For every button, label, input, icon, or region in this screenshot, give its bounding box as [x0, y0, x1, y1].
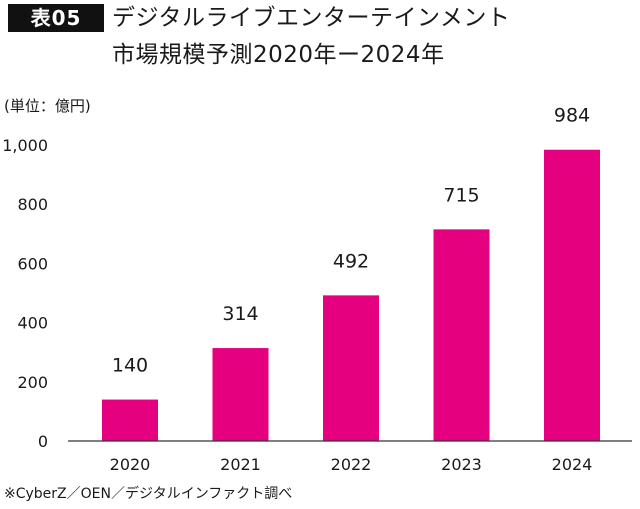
bar-2024	[544, 149, 600, 441]
value-label: 715	[443, 184, 479, 206]
bar-2021	[212, 348, 269, 441]
bar-2023	[433, 229, 490, 441]
y-tick-label: 1,000	[2, 136, 48, 155]
chart-title-line-2: 市場規模予測2020年ー2024年	[112, 42, 445, 68]
bar-2020	[102, 399, 158, 441]
y-tick-label: 200	[17, 373, 48, 392]
x-tick-label: 2024	[552, 455, 593, 474]
bar-2022	[323, 295, 379, 441]
value-label: 492	[333, 250, 369, 272]
x-tick-label: 2020	[110, 455, 151, 474]
value-label: 140	[112, 355, 148, 377]
x-tick-label: 2021	[220, 455, 261, 474]
value-label: 984	[554, 105, 590, 127]
y-tick-label: 400	[17, 314, 48, 333]
y-tick-label: 0	[38, 432, 48, 451]
value-label: 314	[222, 303, 258, 325]
chart-title-line-1: デジタルライブエンターテインメント	[112, 5, 511, 31]
unit-label: (単位：億円)	[4, 97, 91, 115]
source-note: ※CyberZ／OEN／デジタルインファクト調べ	[4, 486, 293, 502]
x-tick-label: 2022	[331, 455, 372, 474]
y-tick-label: 800	[17, 195, 48, 214]
figure-number-badge: 表05	[8, 4, 104, 32]
y-tick-label: 600	[17, 254, 48, 273]
x-tick-label: 2023	[441, 455, 482, 474]
